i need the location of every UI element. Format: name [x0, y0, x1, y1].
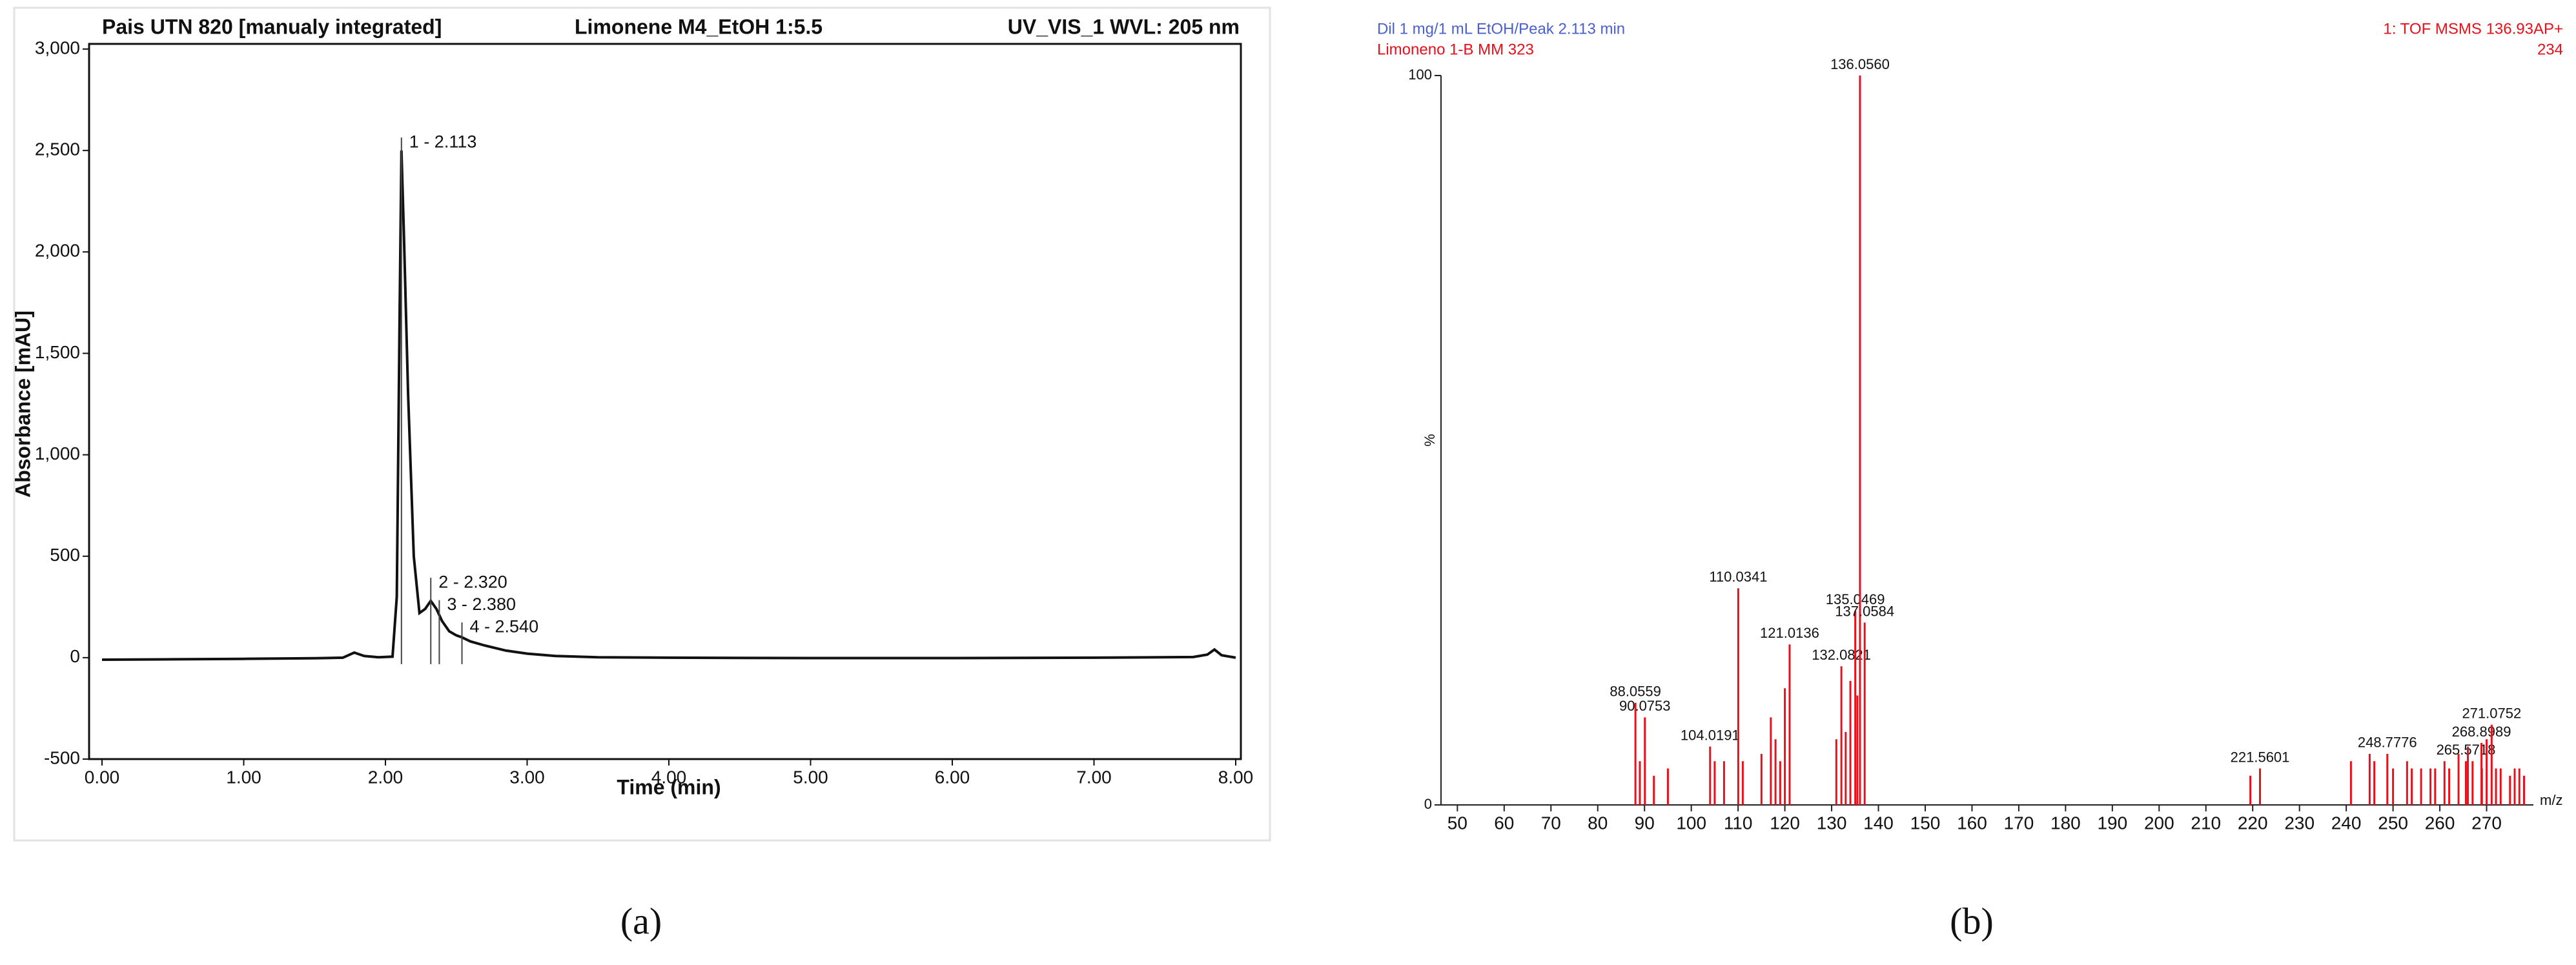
x-tick-label: 80: [1588, 813, 1608, 833]
y-axis-label: %: [1422, 434, 1438, 447]
peak-label: 135.0469: [1826, 591, 1885, 607]
panel-label: (a): [620, 900, 662, 942]
x-tick-label: 270: [2471, 813, 2502, 833]
x-tick-label: 250: [2378, 813, 2408, 833]
chart-title: Pais UTN 820 [manualy integrated]: [102, 15, 442, 38]
y-tick-label: 0: [70, 646, 80, 666]
peak-label: 248.7776: [2358, 735, 2417, 751]
y-tick-label: 0: [1424, 796, 1432, 812]
peak-label: 132.0821: [1812, 647, 1871, 663]
peak-label: 104.0191: [1681, 727, 1740, 743]
x-tick-label: 210: [2191, 813, 2221, 833]
peak-label: 268.8989: [2452, 724, 2511, 740]
x-tick-label: 170: [2004, 813, 2034, 833]
x-tick-label: 5.00: [793, 767, 828, 787]
x-tick-label: 200: [2144, 813, 2174, 833]
x-tick-label: 6.00: [935, 767, 970, 787]
x-tick-label: 50: [1447, 813, 1467, 833]
x-tick-label: 7.00: [1076, 767, 1112, 787]
chart-subtitle: Limonene M4_EtOH 1:5.5: [575, 15, 823, 38]
x-tick-label: 8.00: [1218, 767, 1254, 787]
x-tick-label: 230: [2284, 813, 2315, 833]
x-tick-label: 160: [1957, 813, 1987, 833]
peak-label: 121.0136: [1760, 625, 1819, 641]
y-tick-label: 1,500: [35, 342, 80, 362]
peak-label: 271.0752: [2462, 706, 2521, 722]
x-tick-label: 150: [1910, 813, 1941, 833]
x-tick-label: 3.00: [509, 767, 545, 787]
peak-annotation: 4 - 2.540: [470, 616, 539, 636]
y-tick-label: 100: [1408, 66, 1432, 83]
x-tick-label: 70: [1541, 813, 1561, 833]
chart-title: Dil 1 mg/1 mL EtOH/Peak 2.113 min: [1377, 20, 1625, 37]
x-tick-label: 140: [1863, 813, 1894, 833]
mass-spectrum: Dil 1 mg/1 mL EtOH/Peak 2.113 min Limonen…: [1377, 20, 2563, 942]
x-tick-label: 130: [1817, 813, 1847, 833]
chromatogram: Pais UTN 820 [manualy integrated] Limonen…: [11, 15, 1253, 942]
x-tick-label: 240: [2331, 813, 2362, 833]
x-tick-label: 90: [1635, 813, 1655, 833]
chart-subtitle: Limoneno 1-B MM 323: [1377, 41, 1534, 58]
panel-frame: [13, 6, 1271, 842]
peak-label: 88.0559: [1610, 684, 1661, 700]
detector-label: UV_VIS_1 WVL: 205 nm: [1008, 15, 1240, 38]
detector-label: 1: TOF MSMS 136.93AP+: [2383, 20, 2563, 37]
x-tick-label: 1.00: [226, 767, 261, 787]
peak-label: 90.0753: [1619, 698, 1671, 714]
peak-label: 221.5601: [2231, 749, 2290, 765]
x-tick-label: 180: [2050, 813, 2081, 833]
x-axis-label: m/z: [2540, 792, 2562, 808]
peak-annotation: 1 - 2.113: [409, 132, 477, 151]
peak-annotation: 3 - 2.380: [447, 594, 516, 614]
chromatogram-line: [101, 150, 1236, 661]
peak-label: 110.0341: [1709, 569, 1767, 585]
peak-annotation: 2 - 2.320: [438, 572, 507, 591]
y-tick-label: 2,000: [35, 241, 80, 261]
x-tick-label: 60: [1494, 813, 1514, 833]
y-tick-label: 1,000: [35, 443, 80, 463]
x-tick-label: 0.00: [85, 767, 120, 787]
x-tick-label: 4.00: [651, 767, 687, 787]
y-tick-label: 3,000: [35, 37, 80, 57]
x-tick-label: 110: [1724, 813, 1753, 833]
y-tick-label: -500: [44, 747, 80, 767]
y-tick-label: 2,500: [35, 139, 80, 159]
peak-label: 136.0560: [1830, 56, 1890, 72]
x-tick-label: 120: [1770, 813, 1800, 833]
x-axis-label: Time (min): [617, 775, 721, 798]
x-tick-label: 260: [2425, 813, 2455, 833]
detector-count: 234: [2537, 41, 2563, 58]
y-tick-label: 500: [50, 545, 80, 565]
x-tick-label: 220: [2238, 813, 2268, 833]
panel-label: (b): [1950, 900, 1994, 942]
x-tick-label: 100: [1676, 813, 1706, 833]
peak-label: 137.0584: [1835, 603, 1894, 619]
plot-frame: [88, 43, 1242, 760]
y-axis-label: Absorbance [mAU]: [11, 310, 34, 498]
x-tick-label: 190: [2097, 813, 2127, 833]
x-tick-label: 2.00: [368, 767, 404, 787]
